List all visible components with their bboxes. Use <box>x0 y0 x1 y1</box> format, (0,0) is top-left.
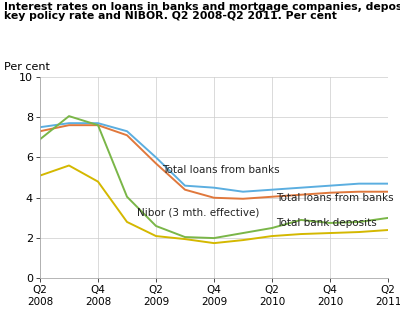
Text: Total bank deposits: Total bank deposits <box>276 218 377 228</box>
Text: Nibor (3 mth. effective): Nibor (3 mth. effective) <box>137 208 260 218</box>
Text: Total loans from banks: Total loans from banks <box>162 164 280 175</box>
Text: Per cent: Per cent <box>4 62 50 72</box>
Text: Total loans from banks: Total loans from banks <box>276 193 394 203</box>
Text: Interest rates on loans in banks and mortgage companies, deposits,: Interest rates on loans in banks and mor… <box>4 2 400 12</box>
Text: key policy rate and NIBOR. Q2 2008-Q2 2011. Per cent: key policy rate and NIBOR. Q2 2008-Q2 20… <box>4 11 337 21</box>
